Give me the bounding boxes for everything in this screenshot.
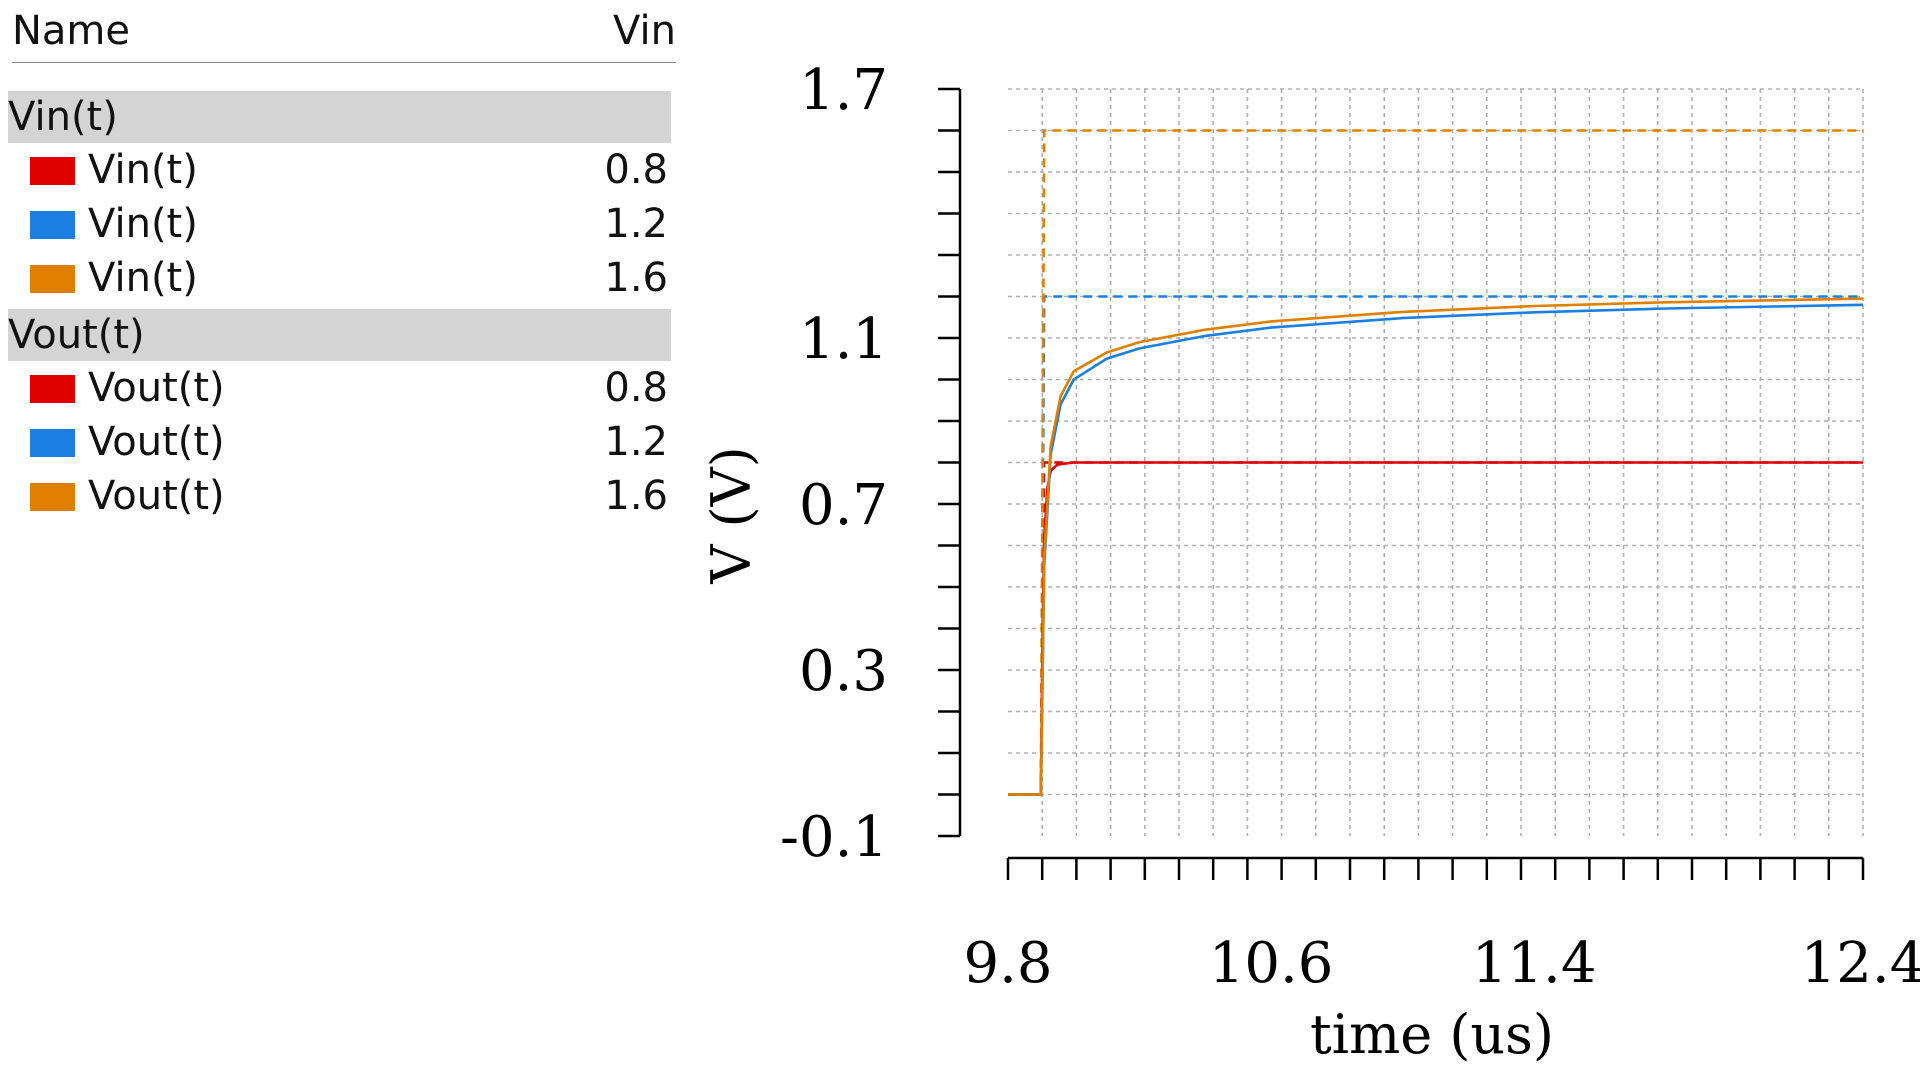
y-tick-label: 0.7 bbox=[799, 473, 888, 538]
legend-item[interactable]: Vin(t) 0.8 bbox=[8, 143, 676, 197]
y-tick-label: -0.1 bbox=[780, 805, 888, 870]
legend-header-name: Name bbox=[12, 8, 131, 54]
x-tick-label: 11.4 bbox=[1472, 931, 1597, 996]
legend-item[interactable]: Vin(t) 1.6 bbox=[8, 251, 676, 305]
series-swatch bbox=[30, 375, 75, 403]
y-axis-label: V (V) bbox=[700, 446, 763, 584]
legend-panel: Name Vin Vin(t) Vin(t) 0.8 Vin(t) 1.2 Vi… bbox=[8, 0, 676, 523]
series-label: Vout(t) bbox=[88, 365, 225, 411]
series-label: Vin(t) bbox=[88, 147, 198, 193]
series-value: 1.6 bbox=[604, 255, 668, 301]
legend-group-vin[interactable]: Vin(t) bbox=[8, 91, 671, 143]
series-label: Vout(t) bbox=[88, 419, 225, 465]
series-swatch bbox=[30, 157, 75, 185]
x-tick-label: 9.8 bbox=[963, 931, 1052, 996]
x-tick-label: 10.6 bbox=[1209, 931, 1334, 996]
legend-item[interactable]: Vin(t) 1.2 bbox=[8, 197, 676, 251]
chart-axes: 1.7 1.1 0.7 0.3 -0.1 9.8 10.6 11.4 12.4 bbox=[780, 58, 1920, 996]
series-swatch bbox=[30, 211, 75, 239]
legend-item[interactable]: Vout(t) 0.8 bbox=[8, 361, 676, 415]
y-tick-label: 1.7 bbox=[799, 58, 888, 123]
x-axis-label: time (us) bbox=[1310, 1003, 1554, 1066]
series-value: 0.8 bbox=[604, 147, 668, 193]
chart-grid bbox=[1008, 88, 1864, 836]
series-swatch bbox=[30, 483, 75, 511]
series-value: 1.2 bbox=[604, 419, 668, 465]
series-line bbox=[1008, 303, 1864, 796]
series-label: Vout(t) bbox=[88, 473, 225, 519]
legend-header-value: Vin bbox=[613, 8, 676, 54]
series-swatch bbox=[30, 265, 75, 293]
series-value: 0.8 bbox=[604, 365, 668, 411]
series-line bbox=[1008, 297, 1864, 796]
y-tick-label: 0.3 bbox=[799, 639, 888, 704]
series-label: Vin(t) bbox=[88, 201, 198, 247]
series-label: Vin(t) bbox=[88, 255, 198, 301]
chart-series bbox=[1008, 129, 1864, 796]
series-value: 1.2 bbox=[604, 201, 668, 247]
series-value: 1.6 bbox=[604, 473, 668, 519]
legend-item[interactable]: Vout(t) 1.6 bbox=[8, 469, 676, 523]
x-tick-label: 12.4 bbox=[1801, 931, 1920, 996]
legend-header: Name Vin bbox=[12, 0, 676, 63]
y-tick-label: 1.1 bbox=[799, 307, 888, 372]
legend-item[interactable]: Vout(t) 1.2 bbox=[8, 415, 676, 469]
series-swatch bbox=[30, 429, 75, 457]
legend-group-vout[interactable]: Vout(t) bbox=[8, 309, 671, 361]
